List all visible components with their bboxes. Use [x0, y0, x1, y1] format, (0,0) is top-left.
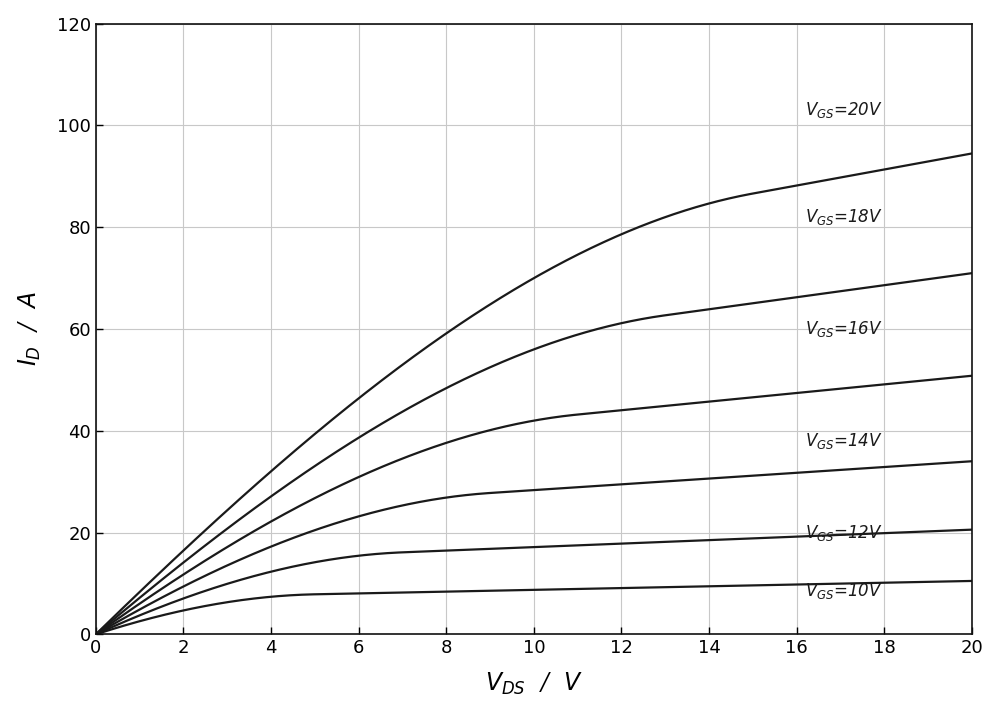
Text: $V_{GS}$=14V: $V_{GS}$=14V	[805, 431, 883, 451]
Y-axis label: $I_{D}$  /  $A$: $I_{D}$ / $A$	[17, 291, 43, 366]
Text: $V_{GS}$=20V: $V_{GS}$=20V	[805, 100, 883, 120]
Text: $V_{GS}$=16V: $V_{GS}$=16V	[805, 319, 883, 339]
Text: $V_{GS}$=10V: $V_{GS}$=10V	[805, 581, 883, 601]
Text: $V_{GS}$=18V: $V_{GS}$=18V	[805, 207, 883, 227]
Text: $V_{GS}$=12V: $V_{GS}$=12V	[805, 523, 883, 543]
X-axis label: $V_{DS}$  /  $V$: $V_{DS}$ / $V$	[485, 671, 583, 698]
